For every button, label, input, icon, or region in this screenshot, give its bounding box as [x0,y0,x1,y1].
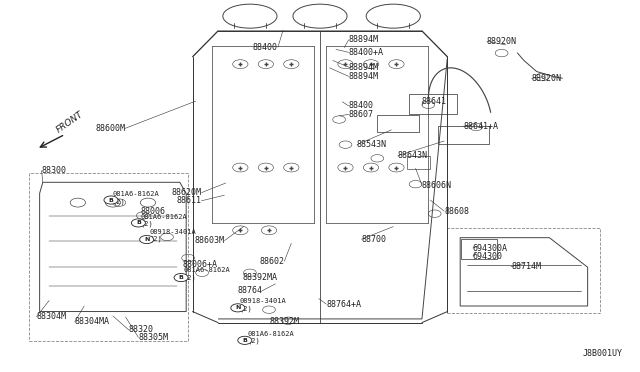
Circle shape [238,336,252,344]
Text: 88304MA: 88304MA [75,317,109,326]
Text: 88641: 88641 [422,97,447,106]
Circle shape [174,273,188,282]
Text: 88764: 88764 [237,286,262,295]
Text: 88543N: 88543N [357,140,387,149]
Text: 88894M: 88894M [349,62,379,72]
Text: 081A6-8162A
(2): 081A6-8162A (2) [140,214,187,227]
Text: 081A6-8162A
(2): 081A6-8162A (2) [247,331,294,344]
Text: 081A6-8162A
(2): 081A6-8162A (2) [112,191,159,205]
Text: 88620M: 88620M [172,188,202,197]
Text: 88300: 88300 [42,166,67,175]
Text: 88611: 88611 [177,196,202,205]
Text: N: N [235,305,241,310]
Circle shape [140,235,154,244]
Text: 88305M: 88305M [138,333,168,342]
Text: 88320: 88320 [129,326,154,334]
Circle shape [231,304,245,312]
Text: 88006: 88006 [140,207,165,217]
Text: 88602: 88602 [259,257,284,266]
Text: N: N [144,237,149,242]
Text: 88700: 88700 [362,235,387,244]
Text: 88764+A: 88764+A [326,300,362,309]
Text: 88400: 88400 [349,102,374,110]
Text: B: B [179,275,184,280]
Circle shape [131,219,145,227]
Text: 88714M: 88714M [511,262,541,271]
Text: 694300A: 694300A [473,244,508,253]
Text: 88920N: 88920N [487,37,517,46]
Text: 88608: 88608 [444,206,469,216]
Text: 88894M: 88894M [349,35,379,44]
Text: 88400+A: 88400+A [349,48,383,57]
Text: 88304M: 88304M [36,312,67,321]
Text: 88641+A: 88641+A [463,122,499,131]
Text: 08918-3401A
(2): 08918-3401A (2) [240,298,287,312]
Text: B: B [136,221,141,225]
Text: FRONT: FRONT [54,110,84,135]
Text: 88006+A: 88006+A [183,260,218,269]
Text: 88606N: 88606N [422,181,452,190]
Text: 08918-3401A
(2): 08918-3401A (2) [149,229,196,242]
Text: J8B001UY: J8B001UY [582,349,623,358]
Text: B: B [109,198,113,202]
Text: 88392M: 88392M [269,317,299,326]
Text: 88600M: 88600M [95,124,125,133]
Text: 88392MA: 88392MA [243,273,277,282]
Circle shape [104,196,118,204]
Text: 88643N: 88643N [397,151,428,160]
Text: 88400: 88400 [253,43,278,52]
Text: 88607: 88607 [349,110,374,119]
Text: 88894M: 88894M [349,72,379,81]
Text: 88603M: 88603M [195,236,225,245]
Text: 694300: 694300 [473,251,503,261]
Text: 88920N: 88920N [532,74,561,83]
Text: 081A6-8162A
(2): 081A6-8162A (2) [184,267,230,280]
Text: B: B [243,338,247,343]
